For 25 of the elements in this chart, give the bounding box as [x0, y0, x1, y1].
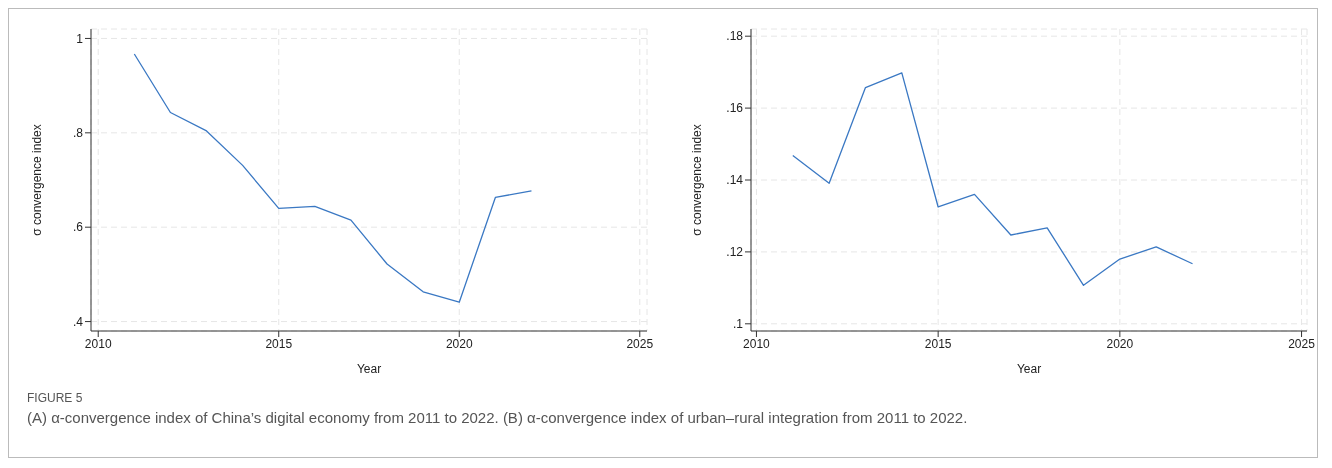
x-tick-label: 2015: [265, 336, 293, 351]
y-tick-label: .6: [72, 220, 84, 235]
x-tick-label: 2010: [84, 336, 112, 351]
line-series: [792, 72, 1194, 286]
y-tick-label: 1: [76, 31, 84, 46]
y-tick-label: .8: [72, 126, 84, 141]
y-tick-label: .16: [726, 101, 744, 116]
x-axis-title: Year: [1016, 362, 1042, 376]
y-tick-label: .12: [726, 245, 744, 260]
text: (A) α-convergence index of China’s digital economy from 2011 to 2022. (B) α-convergence index of urban–rural integration from 2011 to 2022.: [27, 409, 969, 426]
caption: FIGURE 5: [27, 391, 84, 405]
y-tick-label: .4: [72, 314, 84, 329]
line-series: [133, 53, 533, 303]
x-axis-title: Year: [356, 362, 382, 376]
x-tick-label: 2020: [1106, 336, 1134, 351]
x-tick-label: 2015: [924, 336, 952, 351]
x-tick-label: 2025: [1288, 336, 1316, 351]
y-tick-label: .1: [732, 317, 744, 332]
y-tick-label: .18: [726, 29, 744, 44]
x-tick-label: 2010: [743, 336, 771, 351]
x-tick-label: 2025: [626, 336, 654, 351]
y-axis-title: σ convergence index: [690, 124, 705, 236]
y-axis-title: σ convergence index: [30, 124, 45, 236]
x-tick-label: 2020: [445, 336, 473, 351]
y-tick-label: .14: [726, 173, 744, 188]
